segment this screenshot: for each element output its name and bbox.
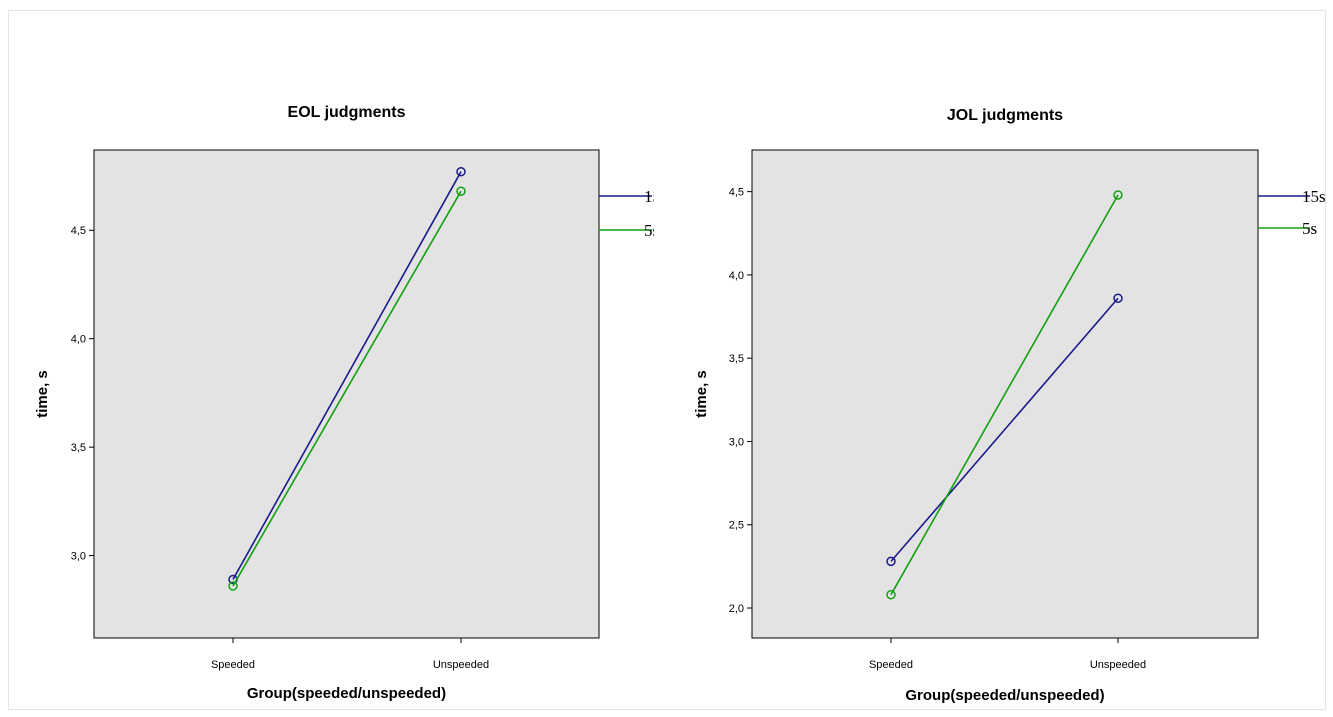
chart-panel-2: JOL judgments Group(speeded/unspeeded) tim… <box>693 107 1326 704</box>
x-axis-label: Group(speeded/unspeeded) <box>905 687 1104 704</box>
chart-panel-1: EOL judgments Group(speeded/unspeeded) tim… <box>34 104 668 702</box>
legend: 15s 5s <box>599 187 668 240</box>
data-point-5s <box>886 589 896 600</box>
data-point-15s <box>886 556 896 567</box>
legend-label-15s: 15s <box>644 187 668 206</box>
legend-label-5s: 5s <box>1302 219 1317 238</box>
legend: 15s 5s <box>1258 187 1326 238</box>
x-axis-label: Group(speeded/unspeeded) <box>247 685 446 702</box>
y-tick-label: 4,0 <box>729 270 744 282</box>
chart-title: EOL judgments <box>288 104 406 121</box>
legend-label-5s: 5s <box>644 221 659 240</box>
x-tick-label: Speeded <box>211 659 255 671</box>
y-tick-label: 2,5 <box>729 520 744 532</box>
y-tick-label: 3,5 <box>729 353 744 365</box>
series-line-5s <box>232 190 462 587</box>
y-axis-label: time, s <box>34 370 51 418</box>
y-tick-label: 4,0 <box>71 334 86 346</box>
y-tick-label: 2,0 <box>729 603 744 615</box>
data-point-5s <box>1113 190 1123 200</box>
x-tick-label: Unspeeded <box>433 659 489 671</box>
x-tick-label: Unspeeded <box>1090 659 1146 671</box>
y-tick-label: 3,0 <box>729 436 744 448</box>
y-tick-label: 4,5 <box>729 187 744 199</box>
y-axis-label: time, s <box>693 370 710 418</box>
series-line-15s <box>890 297 1119 562</box>
y-tick-label: 3,5 <box>71 442 86 454</box>
data-point-5s <box>228 581 238 591</box>
series-line-15s <box>232 171 462 580</box>
data-point-15s <box>456 166 466 177</box>
x-tick-label: Speeded <box>869 659 913 671</box>
legend-label-15s: 15s <box>1302 187 1326 206</box>
data-point-5s <box>456 186 466 196</box>
y-tick-label: 3,0 <box>71 551 86 563</box>
plot-area <box>93 149 600 639</box>
y-tick-label: 4,5 <box>71 225 86 237</box>
series-line-5s <box>890 194 1119 596</box>
chart-title: JOL judgments <box>947 107 1063 124</box>
data-point-15s <box>1113 293 1123 303</box>
figure-frame <box>8 10 1326 710</box>
